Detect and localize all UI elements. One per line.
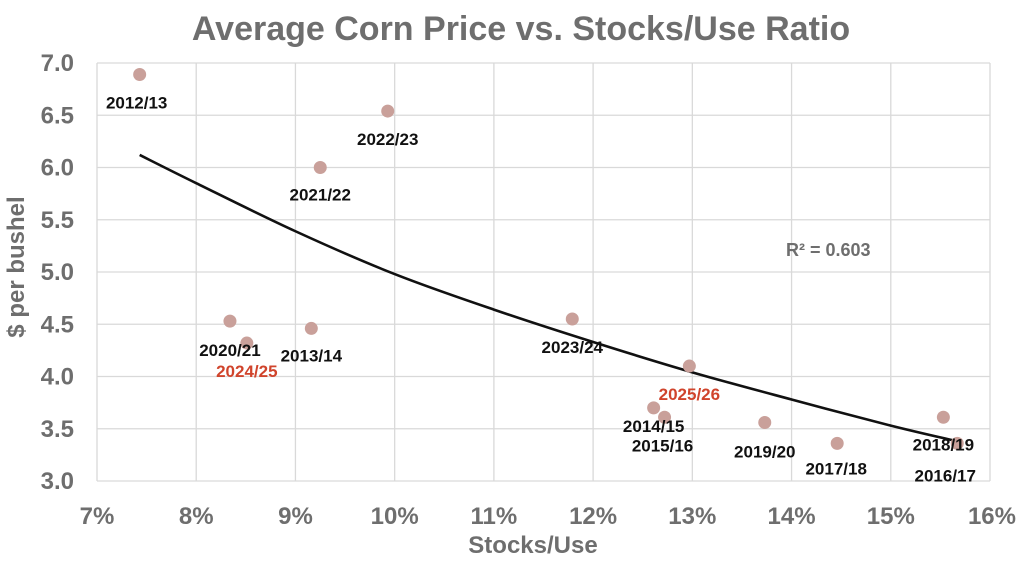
data-point bbox=[133, 67, 147, 81]
point-label: 2016/17 bbox=[915, 466, 976, 485]
y-tick-label: 3.0 bbox=[41, 468, 74, 495]
data-point bbox=[682, 359, 696, 373]
data-point bbox=[758, 415, 772, 429]
point-label: 2020/21 bbox=[199, 341, 260, 360]
data-point bbox=[240, 336, 254, 350]
point-label: 2018/19 bbox=[913, 435, 974, 454]
data-point bbox=[830, 436, 844, 450]
data-point bbox=[304, 321, 318, 335]
data-points bbox=[133, 67, 964, 450]
y-tick-label: 7.0 bbox=[41, 50, 74, 77]
point-label: 2012/13 bbox=[106, 93, 167, 112]
data-point bbox=[313, 161, 327, 174]
y-axis-title: $ per bushel bbox=[3, 196, 30, 337]
x-tick-label: 15% bbox=[867, 503, 915, 530]
y-tick-label: 4.5 bbox=[41, 311, 74, 338]
data-point bbox=[658, 410, 672, 424]
y-tick-label: 3.5 bbox=[41, 416, 74, 443]
data-point bbox=[936, 410, 950, 424]
y-tick-label: 6.0 bbox=[41, 155, 74, 182]
point-label: 2015/16 bbox=[632, 436, 693, 455]
data-point bbox=[565, 312, 579, 326]
x-tick-label: 12% bbox=[569, 503, 617, 530]
point-label: 2017/18 bbox=[805, 459, 866, 478]
y-tick-label: 5.5 bbox=[41, 207, 74, 234]
x-tick-label: 8% bbox=[179, 503, 214, 530]
x-tick-label: 14% bbox=[768, 503, 816, 530]
point-label: 2023/24 bbox=[542, 338, 604, 357]
point-label: 2021/22 bbox=[290, 186, 351, 205]
chart-title: Average Corn Price vs. Stocks/Use Ratio bbox=[192, 10, 850, 48]
x-tick-label: 10% bbox=[371, 503, 419, 530]
point-label: 2019/20 bbox=[734, 442, 795, 461]
point-label: 2024/25 bbox=[216, 362, 277, 381]
y-tick-label: 4.0 bbox=[41, 364, 74, 391]
data-point bbox=[647, 401, 661, 415]
point-label: 2025/26 bbox=[659, 385, 720, 404]
data-point bbox=[950, 436, 964, 450]
y-tick-label: 6.5 bbox=[41, 102, 74, 129]
data-point bbox=[381, 104, 395, 118]
x-tick-label: 11% bbox=[471, 503, 518, 530]
data-point bbox=[223, 314, 237, 328]
r-squared-annotation: R² = 0.603 bbox=[786, 240, 871, 260]
point-label: 2014/15 bbox=[623, 417, 684, 436]
gridlines bbox=[96, 62, 991, 482]
y-tick-label: 5.0 bbox=[41, 259, 74, 286]
trendline bbox=[139, 153, 958, 443]
x-tick-label: 16% bbox=[968, 503, 1016, 530]
point-label: 2013/14 bbox=[281, 346, 343, 365]
x-tick-label: 13% bbox=[668, 503, 716, 530]
x-tick-labels: 7% 8% 9% 10% 11% 12% 13% 14% 15% 16% bbox=[80, 503, 1016, 530]
point-label: 2022/23 bbox=[357, 130, 418, 149]
y-tick-labels: 3.0 3.5 4.0 4.5 5.0 5.5 6.0 6.5 7.0 bbox=[41, 50, 74, 495]
x-tick-label: 9% bbox=[278, 503, 313, 530]
x-axis-title: Stocks/Use bbox=[468, 532, 597, 559]
x-tick-label: 7% bbox=[80, 503, 115, 530]
